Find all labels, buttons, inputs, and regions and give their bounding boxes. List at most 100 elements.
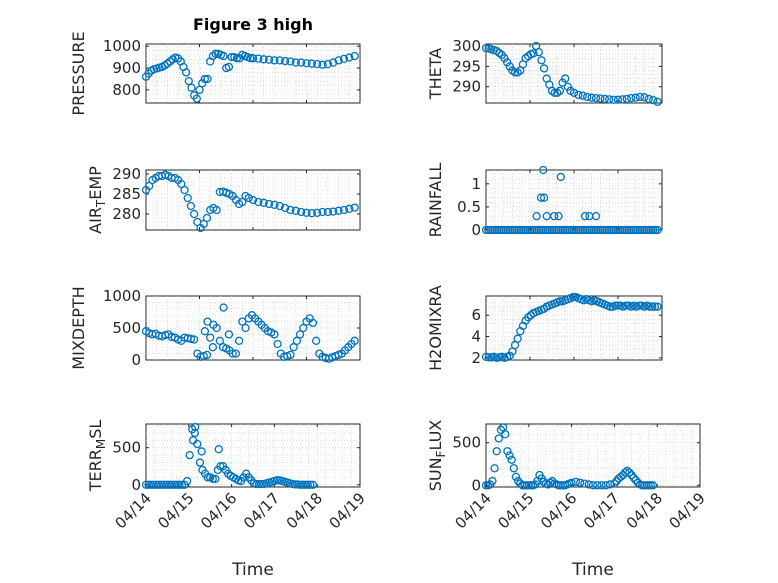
data-point: [329, 207, 338, 216]
data-point: [532, 212, 541, 221]
data-point: [167, 480, 176, 489]
data-point: [291, 206, 300, 215]
x-tick-label: 04/18: [283, 489, 326, 532]
series-markers: [141, 422, 318, 489]
data-point: [181, 68, 191, 77]
y-tick-label: 800: [112, 81, 141, 99]
data-point: [302, 59, 311, 68]
data-point: [183, 193, 192, 203]
series-markers: [481, 165, 662, 235]
data-point: [350, 203, 359, 212]
data-point: [574, 90, 583, 100]
data-point: [188, 436, 198, 445]
data-point: [488, 476, 497, 486]
data-point: [505, 62, 514, 71]
data-point: [291, 58, 300, 67]
series-markers: [141, 170, 359, 233]
x-tick-label: 04/19: [666, 489, 709, 532]
data-point: [513, 476, 523, 486]
data-point: [146, 480, 156, 489]
data-point: [186, 334, 196, 344]
data-point: [292, 336, 302, 345]
data-point: [323, 59, 333, 69]
data-point: [644, 94, 653, 104]
x-tick-label: 04/18: [623, 489, 666, 532]
data-point: [296, 58, 306, 67]
data-point: [576, 478, 585, 487]
x-tick-label: 04/16: [197, 489, 240, 532]
data-point: [345, 204, 354, 213]
data-point: [605, 302, 615, 311]
data-point: [558, 78, 567, 87]
data-point: [303, 480, 312, 489]
data-point: [212, 323, 221, 333]
data-point: [154, 480, 163, 489]
y-axis-label: AIRTEMP: [86, 166, 108, 234]
data-point: [189, 335, 199, 344]
data-point: [273, 339, 282, 349]
data-point: [536, 193, 546, 202]
data-point: [621, 301, 631, 310]
data-point: [601, 481, 610, 490]
data-point: [555, 86, 565, 95]
data-point: [584, 480, 593, 489]
data-point: [561, 74, 570, 83]
y-tick-label: 500: [112, 439, 141, 457]
data-point: [627, 470, 636, 480]
data-point: [611, 301, 620, 310]
y-tick-label: 500: [112, 319, 141, 337]
data-point: [280, 56, 290, 66]
data-point: [307, 209, 317, 218]
subplot-sun_flux: 0 500 04/14 04/15 04/16 04/17 04/18 04/19 SUNFLU…: [426, 420, 709, 580]
y-tick-label: 300: [452, 37, 481, 55]
data-point: [490, 464, 499, 473]
data-point: [555, 297, 565, 306]
data-point: [180, 185, 189, 195]
data-point: [648, 481, 658, 490]
y-tick-label: 290: [112, 165, 141, 183]
data-point: [195, 458, 205, 467]
data-point: [329, 58, 338, 67]
data-point: [212, 205, 221, 215]
data-point: [248, 54, 258, 63]
y-axis-label: TERRMSL: [86, 420, 108, 493]
y-axis-label: SUNFLUX: [426, 420, 448, 492]
data-point: [295, 480, 305, 489]
data-point: [162, 480, 171, 489]
data-point: [610, 479, 619, 488]
data-point: [591, 93, 601, 103]
data-point: [275, 201, 284, 211]
data-point: [350, 336, 359, 345]
subplot-h2omixra: 2 4 6 H2OMIXRA: [426, 285, 663, 371]
data-point: [556, 172, 565, 182]
data-point: [334, 56, 343, 65]
x-tick-label: 04/19: [326, 489, 369, 532]
series-markers: [481, 423, 658, 490]
y-axis-label: THETA: [426, 48, 445, 100]
y-tick-label: 0: [131, 476, 141, 494]
y-tick-label: 1000: [103, 37, 141, 55]
data-point: [149, 480, 158, 489]
data-point: [246, 54, 255, 63]
grid: [146, 170, 360, 230]
data-point: [605, 95, 614, 104]
data-point: [157, 480, 166, 489]
data-point: [509, 464, 518, 473]
y-tick-label: 0: [471, 221, 481, 239]
data-point: [501, 430, 510, 439]
figure-title: Figure 3 high: [193, 15, 313, 34]
data-point: [596, 94, 605, 103]
data-point: [492, 447, 501, 456]
y-tick-label: 290: [452, 78, 481, 96]
data-point: [629, 473, 638, 482]
y-tick-label: 0: [131, 351, 141, 369]
data-point: [605, 480, 615, 489]
data-point: [635, 92, 645, 102]
data-point: [211, 474, 220, 483]
data-point: [318, 60, 327, 69]
x-tick-label: 04/14: [452, 489, 495, 532]
data-point: [202, 350, 212, 360]
x-axis-label: Time: [571, 560, 614, 580]
data-point: [219, 51, 228, 61]
